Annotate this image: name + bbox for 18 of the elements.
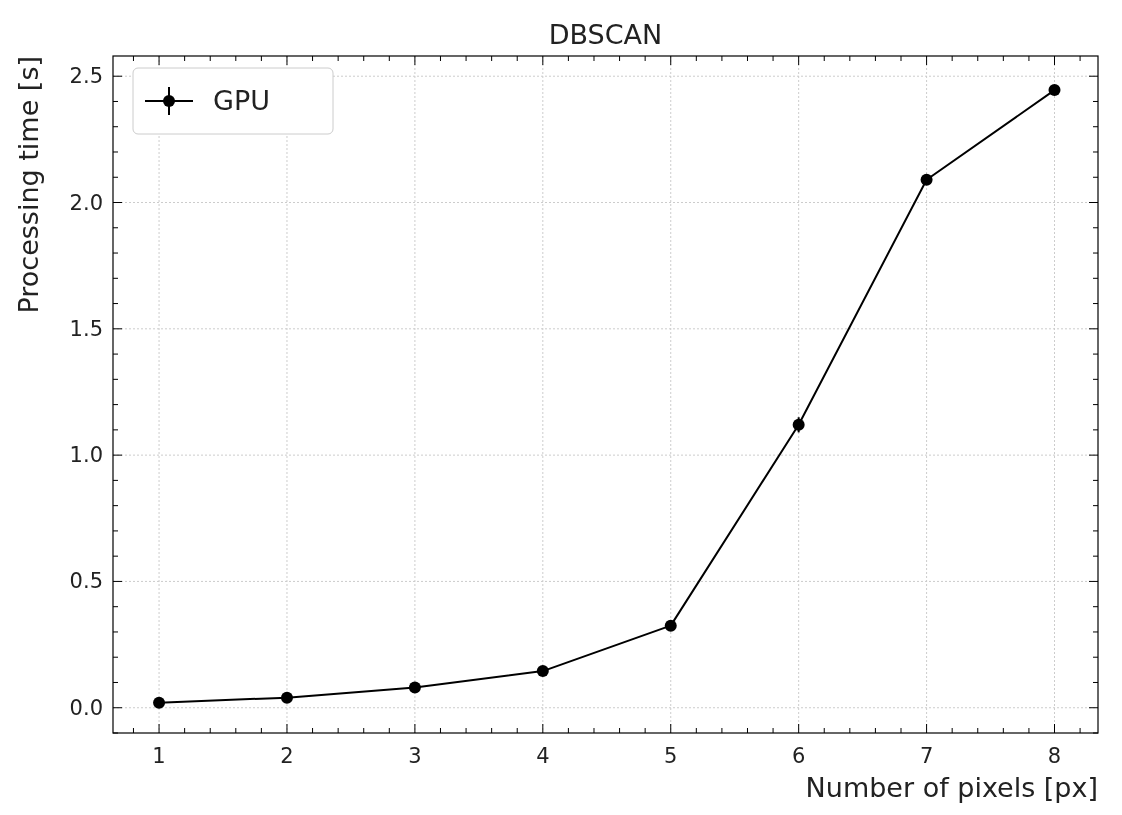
legend-label: GPU	[213, 85, 270, 116]
x-tick-label: 2	[280, 744, 294, 768]
x-tick-label: 6	[791, 744, 806, 768]
y-tick-label: 0.5	[69, 569, 103, 594]
y-tick-label: 0.0	[69, 695, 103, 720]
x-tick-label: 1	[152, 744, 166, 768]
y-axis-title: Processing time [s]	[13, 56, 44, 314]
y-tick-label: 2.0	[69, 190, 103, 215]
y-tick-label: 2.5	[69, 64, 103, 89]
chart-title: DBSCAN	[548, 19, 663, 50]
x-tick-label: 3	[408, 744, 422, 768]
x-tick-label: 7	[919, 744, 934, 768]
y-tick-label: 1.0	[69, 443, 103, 468]
y-tick-label: 1.5	[69, 316, 103, 341]
x-tick-label: 4	[536, 744, 550, 768]
x-tick-label: 8	[1047, 744, 1062, 768]
x-tick-label: 5	[664, 744, 678, 768]
x-axis-title: Number of pixels [px]	[805, 772, 1098, 803]
